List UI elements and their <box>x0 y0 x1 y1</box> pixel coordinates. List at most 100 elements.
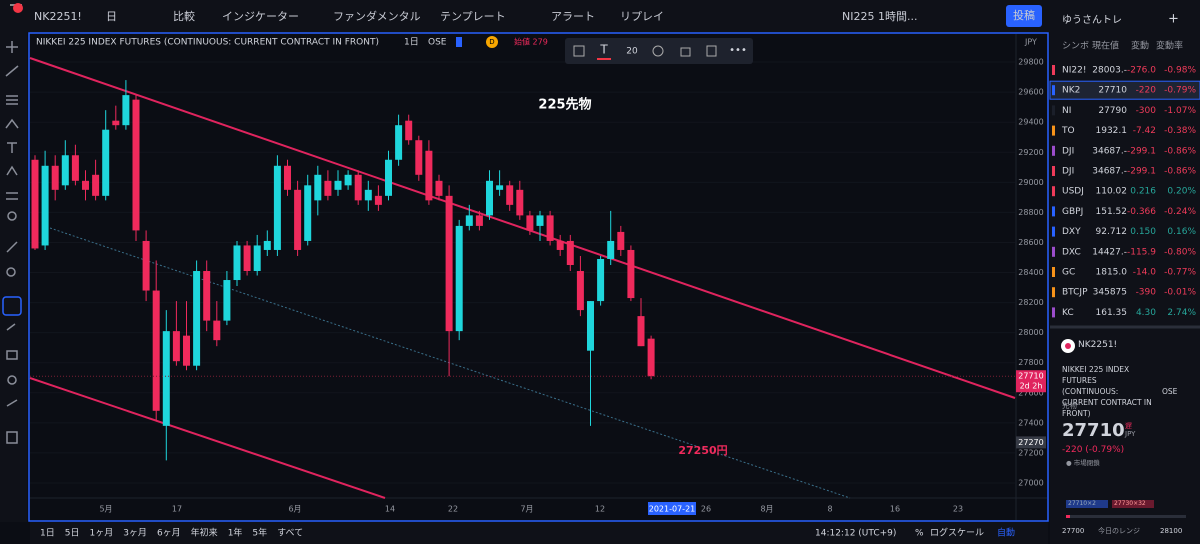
compare[interactable]: 比較 <box>173 9 195 23</box>
open-label: 始値 279 <box>514 37 548 47</box>
row-symbol[interactable]: DXC <box>1062 247 1081 257</box>
channel-upper[interactable] <box>29 57 1016 399</box>
row-price: 27710 <box>1098 86 1127 96</box>
candle-body <box>455 225 463 332</box>
row-symbol[interactable]: DXY <box>1062 227 1081 237</box>
toolbar-items: NK2251! 日 比較 インジケーター ファンダメンタル テンプレート アラー… <box>10 3 1042 27</box>
candle-body <box>536 215 544 226</box>
settings-icon[interactable] <box>652 45 664 57</box>
range-buttons: 1日 5日 1ヶ月 3ヶ月 6ヶ月 年初来 1年 5年 すべて <box>40 527 303 539</box>
range-button[interactable]: 5年 <box>252 527 267 539</box>
candle-body <box>193 271 201 366</box>
row-symbol[interactable]: USDJ <box>1062 187 1084 197</box>
row-marker <box>1052 226 1055 237</box>
channel-lower[interactable] <box>29 377 386 499</box>
fundamentals[interactable]: ファンダメンタル <box>333 9 421 23</box>
ruler-icon[interactable] <box>6 241 18 253</box>
annotation[interactable]: 225先物 <box>538 97 591 113</box>
range-button[interactable]: 1日 <box>40 528 55 539</box>
x-tick-label: 6月 <box>288 505 301 514</box>
x-tick-label: 14 <box>385 505 395 514</box>
range-button[interactable]: 1年 <box>228 527 243 539</box>
text-color[interactable] <box>597 58 611 60</box>
text-icon[interactable] <box>7 142 17 153</box>
row-price: 1815.0 <box>1096 268 1128 278</box>
publish-button[interactable] <box>1006 5 1042 27</box>
layout-symbol[interactable]: NI225 <box>842 10 874 23</box>
lock-icon[interactable] <box>6 350 18 360</box>
row-symbol[interactable]: DJI <box>1062 146 1074 156</box>
trash-icon[interactable] <box>6 431 18 444</box>
row-symbol[interactable]: NI22! <box>1062 66 1086 76</box>
grid <box>30 61 1015 484</box>
drawing-toolbar: T 20 ••• <box>565 38 753 64</box>
font-size[interactable]: 20 <box>626 47 638 57</box>
range-button[interactable]: 6ヶ月 <box>157 528 181 539</box>
column-header[interactable]: 変動 <box>1131 40 1149 52</box>
delete-icon[interactable] <box>706 45 717 57</box>
column-header[interactable]: シンボ <box>1062 41 1089 52</box>
range-button[interactable]: 1ヶ月 <box>89 528 113 539</box>
candle-body <box>41 165 49 246</box>
forecast-icon[interactable] <box>6 192 18 200</box>
row-symbol[interactable]: DJI <box>1062 167 1074 177</box>
indicators[interactable]: インジケーター <box>222 10 299 23</box>
candle-body <box>597 258 605 302</box>
row-change: -14.0 <box>1133 268 1157 278</box>
crosshair-icon[interactable] <box>6 41 18 53</box>
auto-toggle[interactable]: 自動 <box>997 527 1015 539</box>
row-symbol[interactable]: GC <box>1062 268 1075 278</box>
alert[interactable]: アラート <box>551 10 595 23</box>
row-symbol[interactable]: NI <box>1062 106 1071 116</box>
zoom-icon[interactable] <box>6 267 16 277</box>
row-symbol[interactable]: NK2 <box>1062 86 1080 96</box>
fib-icon[interactable] <box>6 95 18 105</box>
brush-icon[interactable] <box>5 118 19 129</box>
column-header[interactable]: 現在値 <box>1092 40 1119 52</box>
eye-icon[interactable] <box>7 375 17 385</box>
row-symbol[interactable]: BTCJP <box>1062 288 1088 298</box>
ask-box <box>1112 500 1154 508</box>
left-icons <box>2 41 22 444</box>
row-symbol[interactable]: KC <box>1062 308 1074 318</box>
annotation[interactable]: 27250円 <box>678 444 727 457</box>
percent-toggle[interactable]: % <box>915 529 924 539</box>
templates[interactable]: テンプレート <box>440 10 506 23</box>
range-button[interactable]: 3ヶ月 <box>123 528 147 539</box>
column-header[interactable]: 変動率 <box>1156 40 1183 52</box>
pattern-icon[interactable] <box>6 165 18 176</box>
range-button[interactable]: 5日 <box>65 528 80 539</box>
row-marker <box>1052 186 1055 197</box>
range-button[interactable]: 年初来 <box>191 527 218 539</box>
symbol[interactable]: NK2251! <box>34 10 82 23</box>
candle-body <box>506 185 514 205</box>
layout-name[interactable]: 1時間... <box>878 10 918 23</box>
row-symbol[interactable]: GBPJ <box>1062 207 1083 217</box>
line-icon[interactable] <box>5 65 19 77</box>
row-change: -299.1 <box>1127 146 1156 156</box>
link-icon[interactable] <box>6 399 18 407</box>
range-button[interactable]: すべて <box>277 528 303 539</box>
watchlist-title[interactable]: ゆうさんトレ <box>1062 14 1122 26</box>
publish-label[interactable]: 投稿 <box>1013 8 1035 22</box>
text-tool[interactable]: T <box>599 43 608 57</box>
log-toggle[interactable]: ログスケール <box>930 527 984 539</box>
more-icon[interactable]: ••• <box>729 45 747 56</box>
template-icon[interactable] <box>573 45 585 57</box>
magnet-icon[interactable] <box>2 296 22 316</box>
interval[interactable]: 日 <box>106 10 117 23</box>
crosshair-date-box <box>648 502 696 515</box>
replay[interactable]: リプレイ <box>620 10 664 23</box>
row-change: -299.1 <box>1127 167 1156 177</box>
lock-icon[interactable] <box>680 47 691 57</box>
add-symbol[interactable]: + <box>1168 12 1179 27</box>
y-tick-label: 29000 <box>1018 178 1043 187</box>
shape-icon[interactable] <box>7 211 17 221</box>
channel-mid[interactable] <box>49 227 851 499</box>
watchlist-rows: NI22! 28003.- -276.0 -0.98% NK2 27710 -220 -0.7… <box>1049 65 1200 318</box>
row-symbol[interactable]: TO <box>1061 126 1075 136</box>
candle-body <box>162 331 170 426</box>
bid-box <box>1066 500 1108 508</box>
keep-icon[interactable] <box>6 323 16 331</box>
last-price-label: 27710 <box>1018 372 1043 381</box>
